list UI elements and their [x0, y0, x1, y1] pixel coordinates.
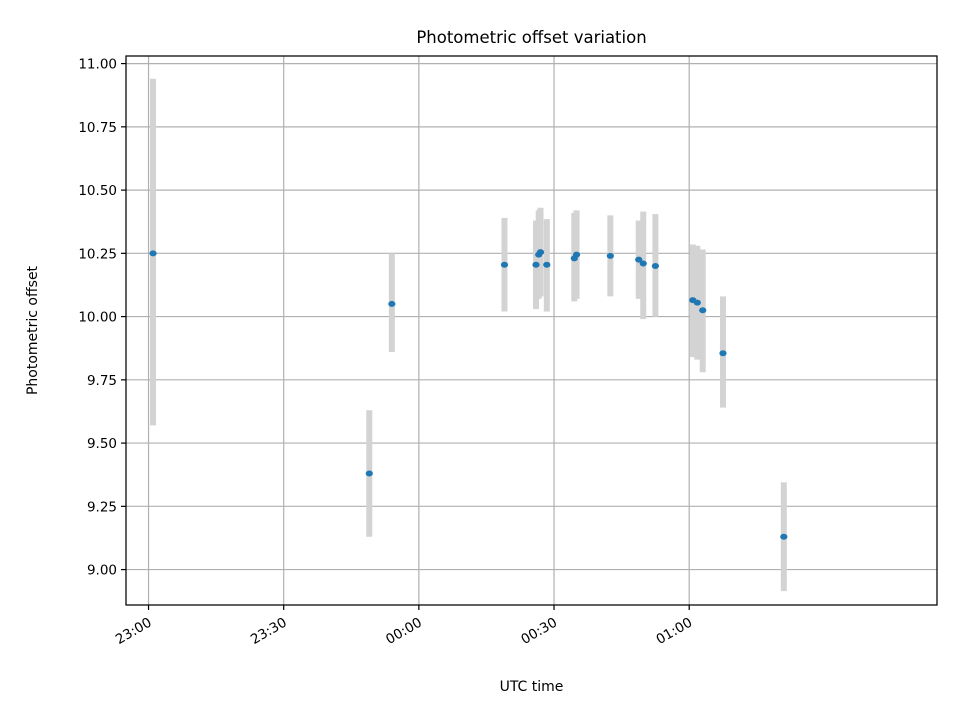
data-point — [639, 260, 647, 267]
data-points — [149, 249, 788, 540]
y-tick-label: 10.75 — [78, 120, 117, 136]
data-point — [635, 256, 643, 263]
y-axis-ticks: 9.00 9.25 9.50 9.75 10.00 10.25 10.50 10.75 11.0… — [78, 57, 126, 579]
data-point — [780, 533, 788, 540]
y-tick-label: 9.75 — [87, 373, 117, 389]
y-tick-label: 10.50 — [78, 183, 117, 199]
plot-frame — [125, 55, 938, 606]
chart-title: Photometric offset variation — [416, 28, 646, 47]
data-point — [536, 249, 545, 256]
grid — [126, 56, 937, 605]
data-point — [543, 261, 551, 268]
y-tick-label: 10.25 — [78, 246, 117, 262]
y-axis-label: Photometric offset — [25, 265, 41, 395]
y-tick-label: 9.25 — [87, 499, 117, 515]
data-point — [532, 261, 540, 268]
data-point — [572, 251, 581, 258]
data-point — [388, 300, 396, 307]
y-tick-label: 10.00 — [78, 310, 117, 326]
data-point — [500, 261, 509, 268]
data-point — [149, 250, 157, 257]
data-point — [365, 470, 373, 477]
x-axis-label: UTC time — [500, 679, 564, 695]
y-tick-label: 11.00 — [78, 57, 117, 73]
data-point — [693, 299, 701, 306]
y-tick-label: 9.00 — [87, 563, 117, 579]
data-point — [699, 307, 707, 314]
data-point — [719, 350, 727, 357]
data-point — [651, 262, 660, 269]
y-tick-label: 9.50 — [87, 436, 117, 452]
data-point — [606, 252, 614, 259]
